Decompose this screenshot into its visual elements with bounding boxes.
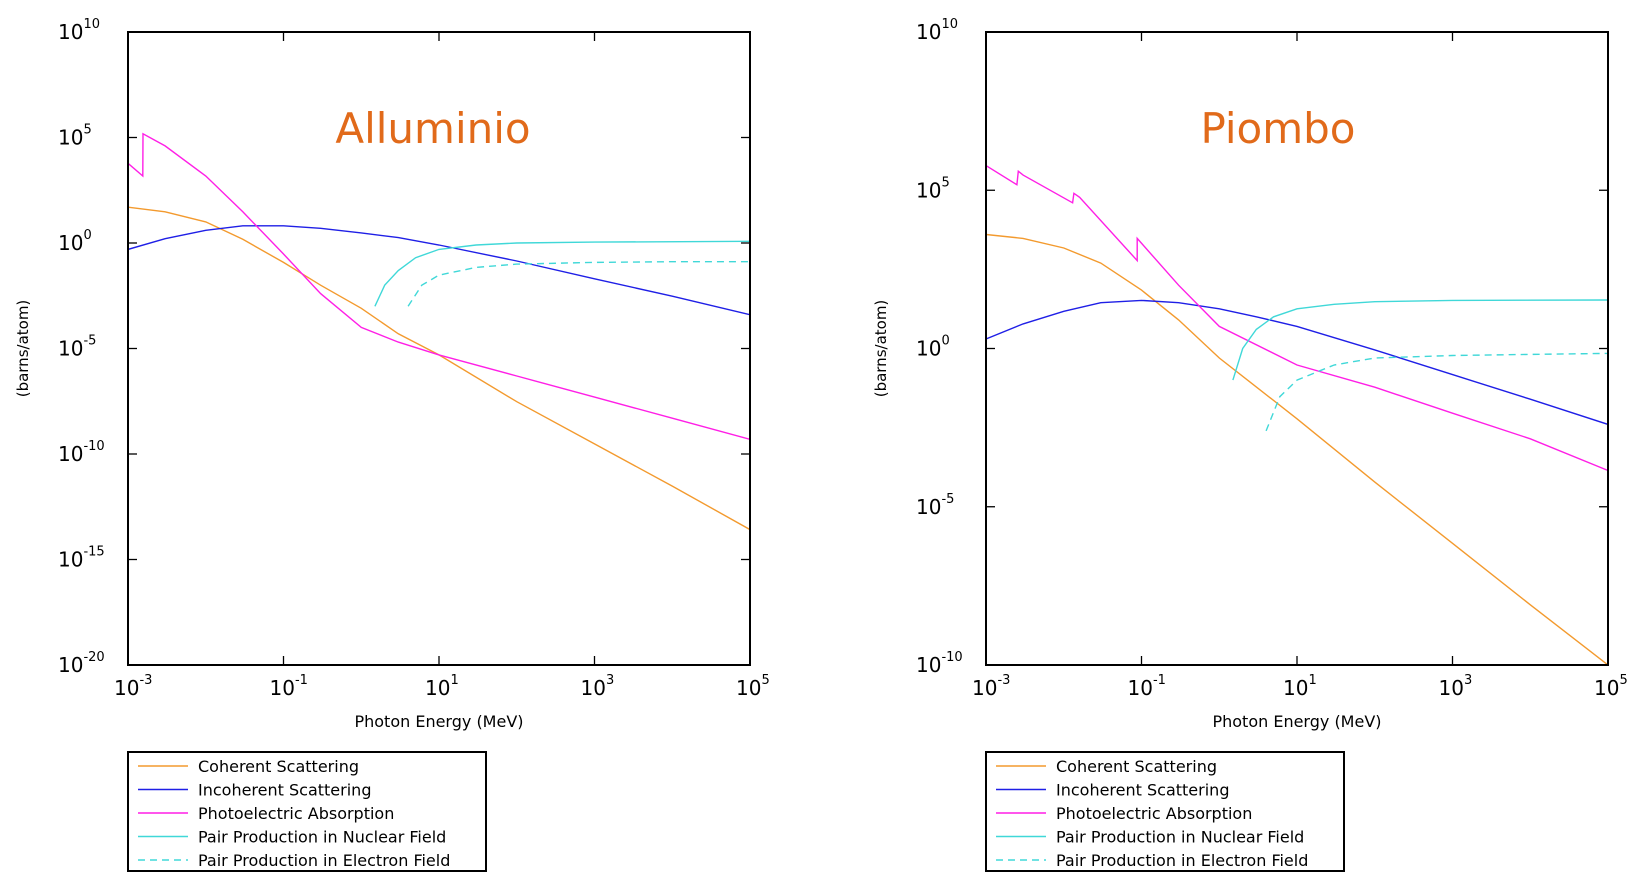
legend-box xyxy=(985,751,1345,872)
x-tick-label: 101 xyxy=(1283,673,1317,700)
legend-label: Pair Production in Nuclear Field xyxy=(198,828,446,847)
series-line-incoherent-scattering xyxy=(128,225,750,316)
legend-label: Coherent Scattering xyxy=(198,757,359,776)
x-tick-label: 105 xyxy=(1594,673,1628,700)
y-tick-label: 105 xyxy=(58,123,92,150)
y-tick-label: 10-10 xyxy=(58,439,105,466)
series-line-incoherent-scattering xyxy=(986,299,1608,426)
series-line-photoelectric-absorption xyxy=(128,132,750,440)
series-line-pair-production-in-electron-field xyxy=(1265,352,1608,432)
legend-label: Incoherent Scattering xyxy=(198,781,371,800)
chart-0: 1010 105 100 10-5 10-10 10-15 10-20 10-3 10-1 101… xyxy=(14,17,770,872)
legend-label: Pair Production in Electron Field xyxy=(1056,851,1308,870)
legend: Coherent Scattering Incoherent Scattering… xyxy=(127,751,487,872)
legend-label: Pair Production in Nuclear Field xyxy=(1056,828,1304,847)
y-tick-label: 10-5 xyxy=(916,492,954,519)
y-tick-label: 10-15 xyxy=(58,545,105,572)
y-axis-label: (barns/atom) xyxy=(872,300,890,398)
x-tick-label: 10-1 xyxy=(1128,673,1166,700)
x-tick-label: 103 xyxy=(1439,673,1473,700)
y-tick-label: 1010 xyxy=(58,17,100,44)
chart-title: Piombo xyxy=(1200,104,1355,153)
legend-label: Pair Production in Electron Field xyxy=(198,851,450,870)
series-line-pair-production-in-nuclear-field xyxy=(374,240,750,307)
series-line-pair-production-in-electron-field xyxy=(407,261,750,307)
x-axis-label: Photon Energy (MeV) xyxy=(1212,712,1381,731)
legend-label: Incoherent Scattering xyxy=(1056,781,1229,800)
legend: Coherent Scattering Incoherent Scattering… xyxy=(985,751,1345,872)
chart-title: Alluminio xyxy=(335,104,530,153)
y-tick-label: 10-20 xyxy=(58,650,105,677)
x-tick-label: 10-3 xyxy=(114,673,152,700)
legend-label: Photoelectric Absorption xyxy=(1056,804,1252,823)
x-tick-label: 10-3 xyxy=(972,673,1010,700)
y-tick-label: 100 xyxy=(916,334,950,361)
chart-1: 1010 105 100 10-5 10-10 10-3 10-1 101 103 105 Phot… xyxy=(872,17,1628,872)
series-line-photoelectric-absorption xyxy=(986,165,1608,472)
y-tick-label: 100 xyxy=(58,228,92,255)
x-tick-label: 101 xyxy=(425,673,459,700)
series-line-pair-production-in-nuclear-field xyxy=(1232,299,1608,381)
x-tick-label: 103 xyxy=(581,673,615,700)
legend-label: Photoelectric Absorption xyxy=(198,804,394,823)
legend-box xyxy=(127,751,487,872)
y-tick-label: 10-10 xyxy=(916,650,963,677)
y-tick-label: 105 xyxy=(916,175,950,202)
x-axis-label: Photon Energy (MeV) xyxy=(354,712,523,731)
series-line-coherent-scattering xyxy=(986,233,1608,665)
series-line-coherent-scattering xyxy=(128,206,750,531)
y-tick-label: 10-5 xyxy=(58,334,96,361)
x-tick-label: 10-1 xyxy=(270,673,308,700)
legend-label: Coherent Scattering xyxy=(1056,757,1217,776)
x-tick-label: 105 xyxy=(736,673,770,700)
y-tick-label: 1010 xyxy=(916,17,958,44)
y-axis-label: (barns/atom) xyxy=(14,300,32,398)
